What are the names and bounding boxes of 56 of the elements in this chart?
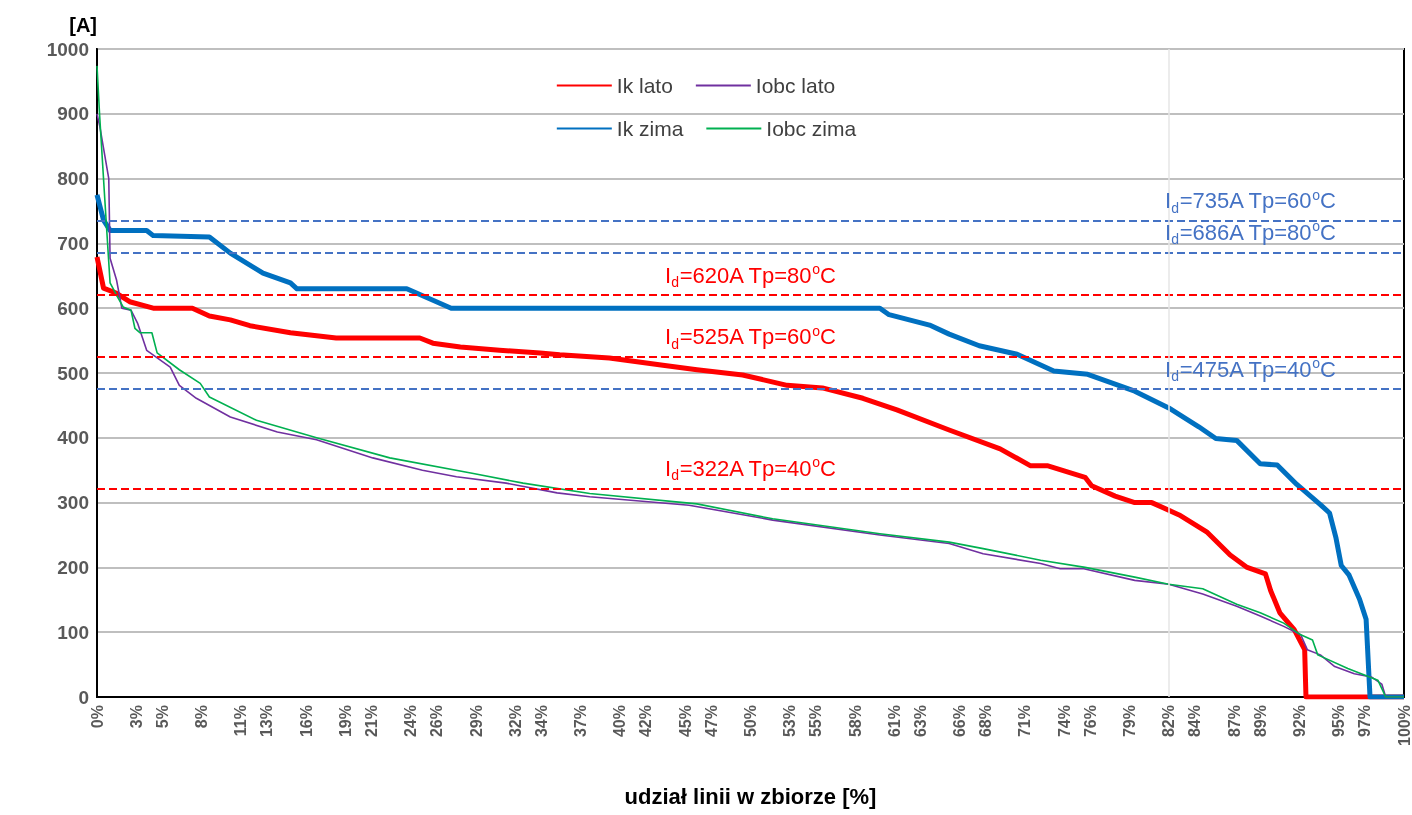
x-tick-label: 34% <box>532 705 550 738</box>
x-tick-label: 84% <box>1186 705 1204 738</box>
x-tick-label: 8% <box>193 705 211 729</box>
x-tick-label: 11% <box>232 705 250 737</box>
x-tick-label: 32% <box>506 705 524 738</box>
x-tick-label: 37% <box>572 705 590 738</box>
x-tick-label: 87% <box>1225 705 1243 738</box>
x-tick-label: 89% <box>1251 705 1269 738</box>
x-tick-label: 63% <box>911 705 929 738</box>
y-tick-label: 800 <box>57 168 89 190</box>
y-tick-label: 300 <box>57 492 89 514</box>
x-tick-label: 74% <box>1055 705 1073 738</box>
x-tick-label: 45% <box>676 705 694 738</box>
x-tick-label: 47% <box>702 705 720 738</box>
y-tick-label: 500 <box>57 362 89 384</box>
y-tick-label: 1000 <box>46 38 89 60</box>
x-tick-label: 97% <box>1356 705 1374 738</box>
x-tick-label: 61% <box>885 705 903 738</box>
x-tick-label: 71% <box>1016 705 1034 738</box>
y-tick-label: 900 <box>57 103 89 125</box>
x-tick-label: 76% <box>1081 705 1099 738</box>
x-tick-label: 13% <box>258 705 276 738</box>
x-tick-label: 95% <box>1330 705 1348 738</box>
legend-label: Ik lato <box>616 74 673 97</box>
y-tick-label: 700 <box>57 232 89 254</box>
y-tick-label: 0 <box>78 686 89 708</box>
x-tick-label: 66% <box>951 705 969 738</box>
x-tick-label: 3% <box>127 705 145 729</box>
legend-label: Ik zima <box>616 117 684 140</box>
x-tick-label: 42% <box>637 705 655 738</box>
x-tick-label: 29% <box>467 705 485 738</box>
x-tick-label: 19% <box>336 705 354 738</box>
y-tick-label: 600 <box>57 297 89 319</box>
y-tick-label: 400 <box>57 427 89 449</box>
y-tick-label: 200 <box>57 556 89 578</box>
x-tick-label: 21% <box>362 705 380 738</box>
y-axis-title: [A] <box>69 14 97 36</box>
x-tick-label: 24% <box>402 705 420 738</box>
x-tick-label: 68% <box>977 705 995 738</box>
legend-label: Iobc zima <box>766 117 857 140</box>
y-tick-label: 100 <box>57 621 89 643</box>
x-tick-label: 40% <box>611 705 629 738</box>
x-tick-label: 92% <box>1290 705 1308 738</box>
x-tick-label: 100% <box>1395 705 1412 746</box>
x-tick-label: 0% <box>88 705 106 729</box>
x-tick-label: 82% <box>1160 705 1178 738</box>
x-tick-label: 58% <box>846 705 864 738</box>
x-tick-label: 79% <box>1121 705 1139 738</box>
x-tick-label: 16% <box>297 705 315 738</box>
x-tick-label: 55% <box>807 705 825 738</box>
x-axis-title: udział linii w zbiorze [%] <box>624 783 877 809</box>
x-tick-label: 53% <box>781 705 799 738</box>
legend-label: Iobc lato <box>755 74 836 97</box>
x-tick-label: 50% <box>742 705 759 738</box>
x-tick-label: 26% <box>428 705 446 738</box>
x-tick-label: 5% <box>153 705 171 729</box>
